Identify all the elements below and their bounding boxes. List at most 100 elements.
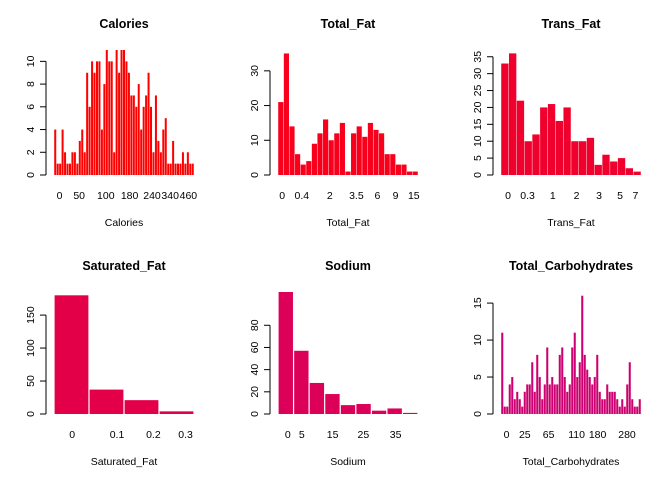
bar: [181, 152, 184, 175]
y-tick-label: 20: [472, 101, 484, 113]
bar: [412, 171, 418, 175]
bar: [501, 63, 509, 176]
bar: [150, 106, 153, 175]
y-tick-label: 80: [249, 319, 261, 331]
bar: [339, 122, 345, 175]
bar: [506, 406, 509, 414]
bar: [591, 384, 594, 414]
x-tick-label: 0.1: [110, 429, 125, 441]
bar: [68, 163, 71, 175]
x-tick-label: 2: [574, 190, 580, 202]
x-tick-label: 0.4: [294, 190, 309, 202]
bar: [100, 129, 103, 175]
bar: [547, 104, 556, 175]
bar: [137, 84, 140, 175]
x-tick-label: 0: [57, 190, 63, 202]
x-tick-label: 180: [589, 429, 607, 441]
x-axis-label: Saturated_Fat: [91, 456, 158, 468]
x-tick-label: 240: [143, 190, 161, 202]
bar: [608, 391, 611, 414]
bar: [602, 154, 610, 175]
x-tick-label: 0: [505, 190, 511, 202]
x-tick-label: 180: [121, 190, 139, 202]
bar: [154, 95, 157, 175]
x-tick-label: 0.3: [520, 190, 535, 202]
bar: [621, 399, 624, 414]
bar: [345, 171, 351, 175]
x-tick-label: 0: [285, 429, 291, 441]
bar: [189, 163, 192, 175]
bar: [503, 406, 506, 414]
bar: [586, 137, 595, 175]
bar: [325, 394, 340, 414]
x-tick-label: 15: [408, 190, 420, 202]
bar: [384, 154, 390, 175]
x-tick-label: 0.2: [146, 429, 161, 441]
x-axis-label: Calories: [105, 217, 144, 229]
bar: [323, 119, 329, 175]
bar: [573, 332, 576, 414]
bar: [130, 95, 133, 175]
x-tick-label: 7: [632, 190, 638, 202]
bar: [125, 61, 128, 175]
bar: [177, 163, 180, 175]
x-tick-label: 2: [327, 190, 333, 202]
y-tick-label: 50: [25, 375, 37, 387]
bar: [509, 53, 517, 175]
bar: [540, 107, 548, 175]
bar: [59, 163, 62, 175]
bar: [78, 140, 81, 175]
bar: [596, 354, 599, 414]
bar: [524, 141, 532, 175]
bar: [174, 163, 177, 175]
bar: [152, 152, 155, 175]
y-tick-label: 60: [249, 341, 261, 353]
bar: [132, 95, 135, 175]
chart-title: Total_Fat: [321, 17, 376, 31]
bar: [83, 152, 86, 175]
chart-title: Calories: [99, 17, 148, 31]
bar: [536, 354, 539, 414]
y-tick-label: 10: [472, 135, 484, 147]
bar: [86, 72, 89, 175]
y-tick-label: 0: [249, 172, 261, 178]
y-tick-label: 2: [25, 149, 37, 155]
bar: [513, 399, 516, 414]
bar: [294, 350, 309, 414]
bar: [528, 384, 531, 414]
bar: [548, 384, 551, 414]
y-tick-label: 10: [25, 55, 37, 67]
bar: [533, 391, 536, 414]
bar: [309, 382, 325, 414]
bar: [300, 164, 306, 175]
y-tick-label: 6: [25, 104, 37, 110]
bar: [626, 384, 629, 414]
bar: [606, 384, 609, 414]
bar: [159, 152, 162, 175]
bar: [159, 411, 194, 414]
y-tick-label: 30: [249, 65, 261, 77]
bar: [76, 163, 79, 175]
bar: [334, 133, 340, 175]
x-axis-label: Trans_Fat: [547, 217, 595, 229]
x-tick-label: 0: [69, 429, 75, 441]
chart-title: Trans_Fat: [541, 17, 601, 31]
bar: [521, 406, 524, 414]
bar: [616, 399, 619, 414]
bar: [127, 72, 130, 175]
y-tick-label: 20: [249, 386, 261, 398]
bar: [526, 384, 529, 414]
bar: [628, 362, 631, 414]
bar: [142, 106, 145, 175]
x-axis-label: Total_Fat: [326, 217, 369, 229]
panel-total-carbohydrates: Total_Carbohydrates 0 5 10 15 0 25 65 110 180 280 T…: [472, 259, 641, 468]
x-tick-label: 340: [161, 190, 179, 202]
bar: [362, 136, 368, 175]
bar: [54, 129, 57, 175]
x-tick-label: 15: [327, 429, 339, 441]
bar: [603, 399, 606, 414]
bar: [617, 158, 626, 175]
bar: [593, 377, 596, 414]
bar: [566, 391, 569, 414]
